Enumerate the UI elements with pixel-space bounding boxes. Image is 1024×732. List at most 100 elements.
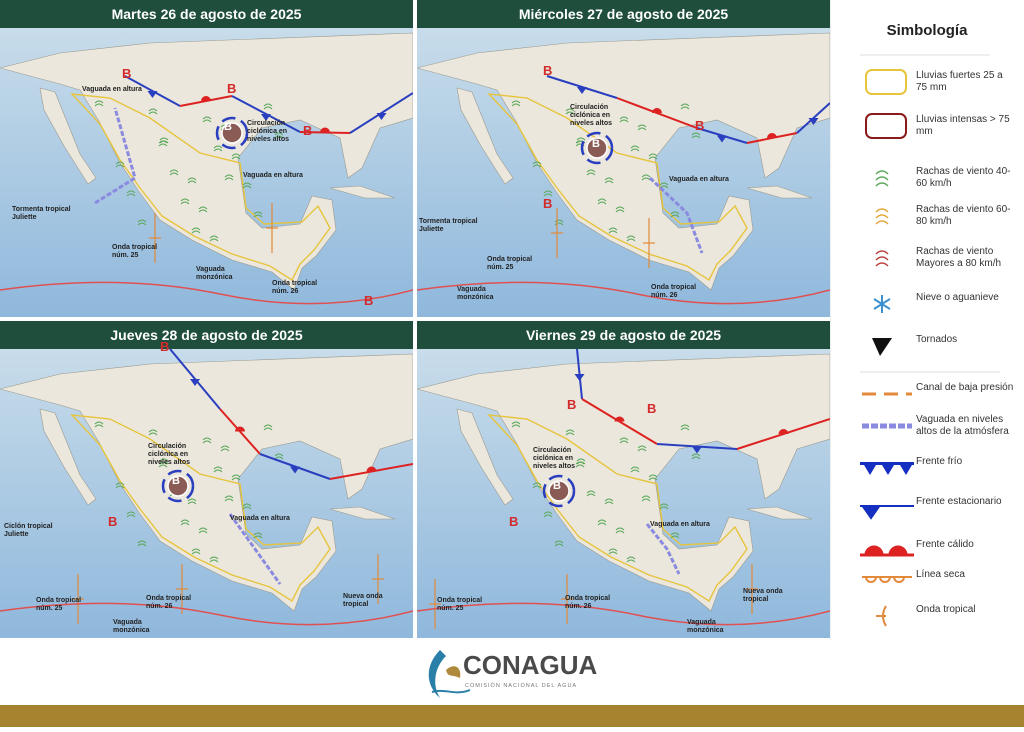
legend-label: Frente frío (916, 456, 963, 467)
monsoon-trough (417, 281, 830, 305)
icon-wind (875, 208, 889, 225)
wind-gust (158, 140, 168, 147)
legend-label: Onda tropical (916, 604, 976, 615)
wind-gust (511, 421, 521, 428)
pressure-letter: B (509, 514, 519, 529)
map-label: Tormenta tropical Juliette (419, 218, 478, 233)
legend-label: Tornados (916, 334, 958, 345)
wind-gust (137, 219, 147, 226)
map-label: Onda tropical núm. 26 (565, 595, 611, 610)
legend-label: Lluvias intensas > 75 mm (916, 114, 1010, 137)
wind-gust (511, 100, 521, 107)
map-label: Vaguada monzónica (196, 266, 233, 281)
legend-label: Canal de baja presión (916, 382, 1014, 393)
wind-gust (630, 466, 640, 473)
map-label: Onda tropical núm. 26 (651, 284, 697, 299)
icon-snow (873, 295, 891, 313)
upper-trough (648, 176, 704, 254)
wind-gust (641, 495, 651, 502)
pressure-letter: B (160, 339, 170, 354)
logo-wave (431, 689, 471, 694)
wind-gust (180, 519, 190, 526)
wind-gust (626, 235, 636, 242)
cyclone (167, 475, 189, 497)
wind-gust (637, 124, 647, 131)
logo-drop (428, 650, 446, 698)
cyclone-ring (542, 474, 576, 508)
map-label: Vaguada en altura (669, 176, 729, 183)
wind-gust (224, 174, 234, 181)
front-triangle (261, 114, 271, 121)
map (0, 349, 413, 638)
upper-trough (228, 513, 282, 585)
front-triangle (808, 118, 819, 125)
front-triangle (290, 466, 300, 474)
legend-title: Simbología (886, 22, 968, 39)
map-label: Onda tropical núm. 25 (36, 597, 82, 612)
icon-heavy-rain (865, 69, 907, 95)
wind-gust (198, 206, 208, 213)
map-label: Ciclón tropical Juliette (4, 523, 53, 538)
map-label: Onda tropical núm. 26 (146, 595, 192, 610)
legend-label: Vaguada en niveles altos de la atmósfera (916, 414, 1009, 437)
wind-gust (274, 453, 284, 460)
icon-wind (875, 170, 889, 187)
icon-dry-line (862, 576, 912, 583)
wind-gust (554, 219, 564, 226)
wind-gust (198, 527, 208, 534)
map-label: Vaguada monzónica (113, 619, 150, 634)
wind-gust (615, 527, 625, 534)
map-label: Circulación ciclónica en niveles altos (533, 447, 576, 470)
wind-gust (126, 511, 136, 518)
wind-gust (158, 461, 168, 468)
pressure-letter: B (303, 123, 313, 138)
wind-gust (220, 445, 230, 452)
icon-warm-front (860, 545, 914, 557)
legend: Simbología Lluvias fuertes 25 a 75 mm Llu… (830, 0, 1024, 640)
wind-gust (126, 190, 136, 197)
wind-gust (619, 116, 629, 123)
wind-gust (115, 161, 125, 168)
wind-gust (115, 482, 125, 489)
monsoon-trough (0, 281, 413, 305)
legend-icons (830, 0, 1000, 640)
wind-gust (209, 556, 219, 563)
wind-gust (263, 424, 273, 431)
map-label: Vaguada monzónica (687, 619, 724, 634)
wind-gust (191, 548, 201, 555)
pressure-letter: B (108, 514, 118, 529)
monsoon-trough (0, 602, 413, 626)
pressure-letter: B (647, 401, 657, 416)
icon-intense-rain (865, 113, 907, 139)
wind-gust (659, 503, 669, 510)
wind-gust (137, 540, 147, 547)
front-semicircle (201, 96, 211, 101)
wind-gust (691, 132, 701, 139)
wind-gust (263, 103, 273, 110)
wind-gust (148, 108, 158, 115)
wind-gust (604, 177, 614, 184)
cyclone-ring (215, 116, 249, 150)
front-semicircle (366, 466, 377, 472)
icon-wind (875, 250, 889, 267)
pressure-letter: B (224, 121, 232, 133)
wind-gust (94, 421, 104, 428)
map-panel: Miércoles 27 de agosto de 2025 B B B Circula… (417, 0, 830, 317)
wind-gust (532, 161, 542, 168)
wind-gust (680, 424, 690, 431)
brand: CONAGUA (463, 650, 598, 680)
wind-gust (148, 429, 158, 436)
wind-gust (691, 453, 701, 460)
map-label: Nueva onda tropical (343, 593, 383, 608)
wind-gust (209, 235, 219, 242)
wind-gust (637, 445, 647, 452)
icon-stationary-front (860, 505, 914, 520)
legend-label: Línea seca (916, 569, 965, 580)
wind-gust (187, 177, 197, 184)
wind-gust (169, 169, 179, 176)
wind-gust (626, 556, 636, 563)
pressure-letter: B (172, 475, 180, 487)
map-label: Vaguada en altura (243, 172, 303, 179)
wind-gust (231, 153, 241, 160)
